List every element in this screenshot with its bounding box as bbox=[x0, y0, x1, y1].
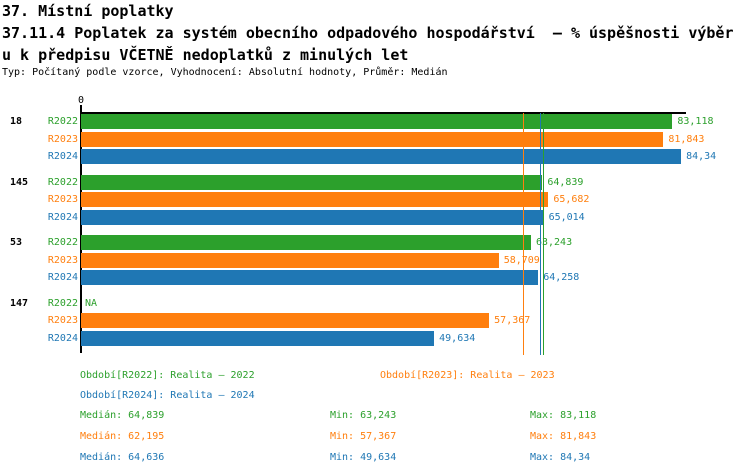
series-row-label: R2023 bbox=[47, 133, 78, 145]
stat-median-r2022: Medián: 64,839 bbox=[80, 410, 165, 421]
bar-value-label: 63,243 bbox=[535, 237, 573, 249]
series-row-label: R2022 bbox=[47, 237, 78, 249]
bar-value-label: 64,839 bbox=[547, 176, 584, 188]
bar bbox=[81, 252, 499, 268]
bar bbox=[81, 331, 435, 346]
y-axis-line bbox=[79, 105, 82, 353]
bar-value-label: 81,843 bbox=[668, 133, 705, 145]
bar-value-label: 65,014 bbox=[548, 211, 585, 223]
series-row-label: R2024 bbox=[47, 151, 78, 163]
report-meta-line: Typ: Počítaný podle vzorce, Vyhodnocení:… bbox=[2, 67, 448, 78]
stat-min-r2022: Min: 63,243 bbox=[330, 410, 397, 421]
stat-min-r2024: Min: 49,634 bbox=[330, 452, 397, 463]
median-line-r2022 bbox=[543, 113, 544, 355]
bar-value-label: 65,682 bbox=[553, 194, 590, 206]
series-row-label: R2023 bbox=[47, 194, 78, 206]
category-label: 53 bbox=[10, 237, 23, 249]
series-row-label: R2024 bbox=[47, 272, 78, 284]
stat-median-r2023: Medián: 62,195 bbox=[80, 431, 165, 442]
stat-max-r2023: Max: 81,843 bbox=[530, 431, 597, 442]
bar-missing-value-label: NA bbox=[85, 297, 98, 309]
bar bbox=[81, 209, 544, 225]
report-subtitle-line1: 37.11.4 Poplatek za systém obecního odpa… bbox=[2, 24, 734, 42]
bar bbox=[81, 131, 664, 147]
bar-value-label: 49,634 bbox=[439, 333, 476, 344]
category-label: 18 bbox=[10, 116, 23, 127]
legend-item-r2024: Období[R2024]: Realita – 2024 bbox=[80, 390, 255, 401]
median-line-r2024 bbox=[540, 113, 541, 355]
report-title: 37. Místní poplatky bbox=[2, 2, 174, 20]
series-row-label: R2022 bbox=[47, 116, 78, 127]
bar-chart: 0 18 R2022 83,118 R2023 81,843 R2024 84,34 145 R2… bbox=[10, 95, 717, 355]
stat-max-r2022: Max: 83,118 bbox=[530, 410, 597, 421]
series-row-label: R2024 bbox=[47, 211, 78, 223]
series-row-label: R2023 bbox=[47, 254, 78, 266]
x-axis-line bbox=[80, 112, 686, 114]
bar bbox=[81, 270, 539, 286]
category-label: 147 bbox=[10, 297, 29, 309]
legend-item-r2023: Období[R2023]: Realita – 2023 bbox=[380, 370, 555, 381]
legend-item-r2022: Období[R2022]: Realita – 2022 bbox=[80, 370, 255, 381]
category-label: 145 bbox=[10, 176, 29, 188]
x-axis-origin-tick-label: 0 bbox=[77, 95, 85, 106]
bar bbox=[81, 313, 490, 329]
bar-value-label: 83,118 bbox=[677, 116, 714, 127]
stat-max-r2024: Max: 84,34 bbox=[530, 452, 591, 463]
bar bbox=[81, 174, 543, 190]
stat-median-r2024: Medián: 64,636 bbox=[80, 452, 165, 463]
bar bbox=[81, 149, 682, 165]
bar bbox=[81, 114, 673, 129]
bar bbox=[81, 235, 531, 251]
bar-value-label: 84,34 bbox=[686, 151, 717, 163]
report-subtitle-line2: u k předpisu VČETNĚ nedoplatků z minulýc… bbox=[2, 46, 409, 64]
bar bbox=[81, 192, 549, 208]
series-row-label: R2023 bbox=[47, 315, 78, 327]
bar-value-label: 64,258 bbox=[543, 272, 580, 284]
series-row-label: R2022 bbox=[47, 176, 78, 188]
series-row-label: R2024 bbox=[47, 333, 78, 344]
bar-value-label: 57,367 bbox=[494, 315, 531, 327]
stat-min-r2023: Min: 57,367 bbox=[330, 431, 397, 442]
series-row-label: R2022 bbox=[47, 297, 78, 309]
median-line-r2023 bbox=[523, 113, 524, 355]
bar-value-label: 58,709 bbox=[503, 254, 540, 266]
